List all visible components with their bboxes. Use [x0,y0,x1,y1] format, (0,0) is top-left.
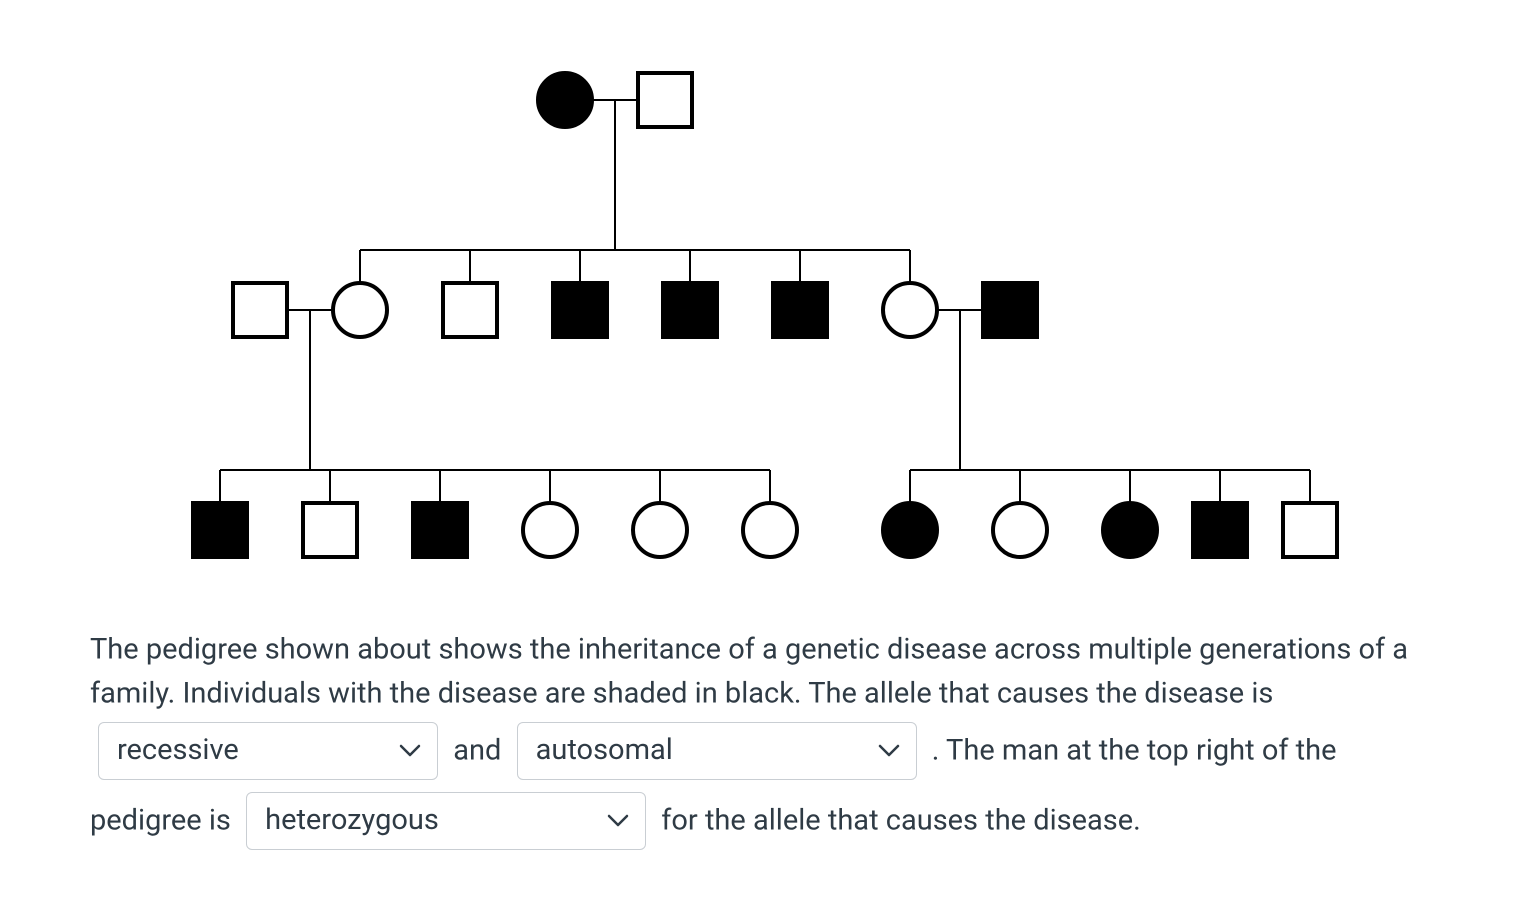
question-page: The pedigree shown about shows the inher… [0,0,1530,909]
text-and: and [453,733,501,767]
pedigree-chart [115,40,1415,600]
select-dominance-value: recessive [117,729,239,773]
text-suffix: for the allele that causes the disease. [661,803,1140,837]
select-zygosity-value: heterozygous [265,799,439,843]
select-linkage[interactable]: autosomal [517,722,917,780]
question-text: The pedigree shown about shows the inher… [90,628,1440,856]
text-after-linkage: . The man at the top right of the [932,733,1337,767]
select-linkage-value: autosomal [536,729,673,773]
pedigree-container [90,40,1440,600]
chevron-down-icon [399,744,421,758]
select-dominance[interactable]: recessive [98,722,438,780]
text-pedigree-is: pedigree is [90,803,231,837]
chevron-down-icon [607,814,629,828]
question-intro: The pedigree shown about shows the inher… [90,633,1408,711]
select-zygosity[interactable]: heterozygous [246,792,646,850]
chevron-down-icon [878,744,900,758]
